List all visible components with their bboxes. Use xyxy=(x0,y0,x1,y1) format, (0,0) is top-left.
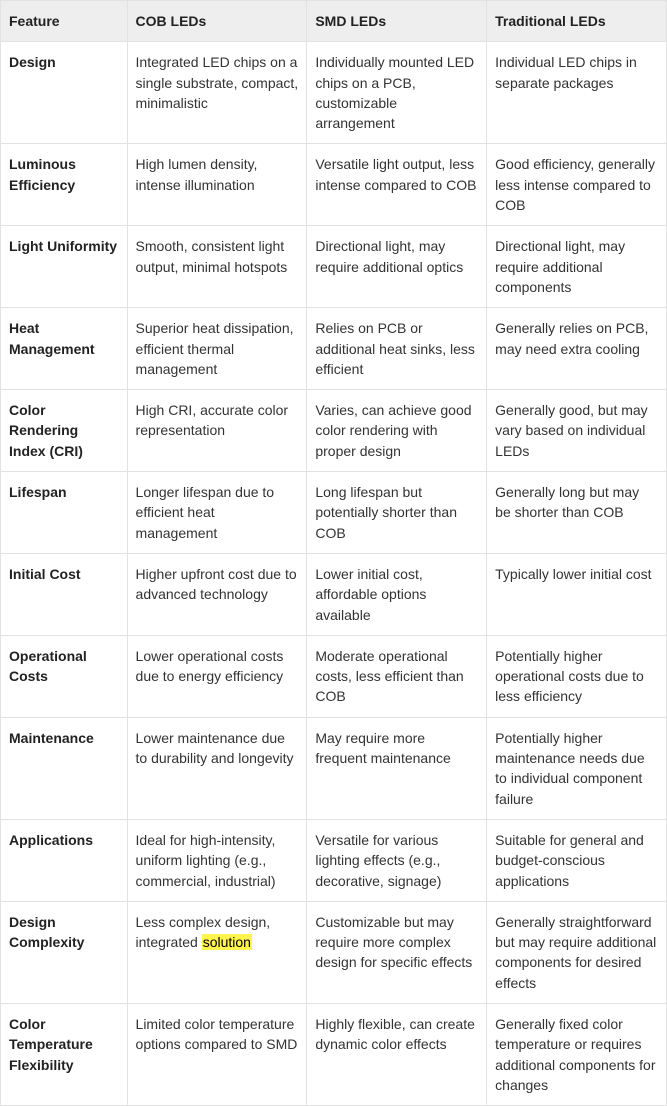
cell-smd: Versatile for various lighting effects (… xyxy=(307,819,487,901)
highlight: solution xyxy=(202,934,252,950)
led-comparison-table: Feature COB LEDs SMD LEDs Traditional LE… xyxy=(0,0,667,1106)
col-header-smd: SMD LEDs xyxy=(307,1,487,42)
cell-feature: Lifespan xyxy=(1,472,128,554)
cell-trad: Generally good, but may vary based on in… xyxy=(487,390,667,472)
table-row: Operational CostsLower operational costs… xyxy=(1,635,667,717)
cell-smd: Directional light, may require additiona… xyxy=(307,226,487,308)
table-row: DesignIntegrated LED chips on a single s… xyxy=(1,42,667,144)
cell-feature: Initial Cost xyxy=(1,553,128,635)
cell-cob: Smooth, consistent light output, minimal… xyxy=(127,226,307,308)
table-row: MaintenanceLower maintenance due to dura… xyxy=(1,717,667,819)
cell-smd: Customizable but may require more comple… xyxy=(307,901,487,1003)
cell-trad: Potentially higher operational costs due… xyxy=(487,635,667,717)
col-header-cob: COB LEDs xyxy=(127,1,307,42)
table-body: DesignIntegrated LED chips on a single s… xyxy=(1,42,667,1106)
cell-cob: Superior heat dissipation, efficient the… xyxy=(127,308,307,390)
cell-cob: Higher upfront cost due to advanced tech… xyxy=(127,553,307,635)
cell-cob: Ideal for high-intensity, uniform lighti… xyxy=(127,819,307,901)
cell-smd: Versatile light output, less intense com… xyxy=(307,144,487,226)
table-row: LifespanLonger lifespan due to efficient… xyxy=(1,472,667,554)
cell-feature: Luminous Efficiency xyxy=(1,144,128,226)
table-row: Heat ManagementSuperior heat dissipation… xyxy=(1,308,667,390)
cell-feature: Maintenance xyxy=(1,717,128,819)
cell-cob: Less complex design, integrated solution xyxy=(127,901,307,1003)
cell-smd: Moderate operational costs, less efficie… xyxy=(307,635,487,717)
cell-smd: Individually mounted LED chips on a PCB,… xyxy=(307,42,487,144)
table-row: ApplicationsIdeal for high-intensity, un… xyxy=(1,819,667,901)
cell-trad: Generally fixed color temperature or req… xyxy=(487,1003,667,1105)
table-row: Color Temperature FlexibilityLimited col… xyxy=(1,1003,667,1105)
cell-feature: Color Rendering Index (CRI) xyxy=(1,390,128,472)
cell-trad: Potentially higher maintenance needs due… xyxy=(487,717,667,819)
cell-trad: Typically lower initial cost xyxy=(487,553,667,635)
cell-trad: Generally relies on PCB, may need extra … xyxy=(487,308,667,390)
cell-feature: Color Temperature Flexibility xyxy=(1,1003,128,1105)
cell-feature: Design xyxy=(1,42,128,144)
col-header-trad: Traditional LEDs xyxy=(487,1,667,42)
table-row: Initial CostHigher upfront cost due to a… xyxy=(1,553,667,635)
cell-smd: Lower initial cost, affordable options a… xyxy=(307,553,487,635)
cell-trad: Good efficiency, generally less intense … xyxy=(487,144,667,226)
table-row: Luminous EfficiencyHigh lumen density, i… xyxy=(1,144,667,226)
cell-cob: Lower operational costs due to energy ef… xyxy=(127,635,307,717)
cell-feature: Applications xyxy=(1,819,128,901)
col-header-feature: Feature xyxy=(1,1,128,42)
cell-cob: High lumen density, intense illumination xyxy=(127,144,307,226)
cell-cob: Integrated LED chips on a single substra… xyxy=(127,42,307,144)
cell-trad: Suitable for general and budget-consciou… xyxy=(487,819,667,901)
table-row: Color Rendering Index (CRI)High CRI, acc… xyxy=(1,390,667,472)
cell-feature: Operational Costs xyxy=(1,635,128,717)
cell-feature: Light Uniformity xyxy=(1,226,128,308)
table-header: Feature COB LEDs SMD LEDs Traditional LE… xyxy=(1,1,667,42)
cell-smd: Relies on PCB or additional heat sinks, … xyxy=(307,308,487,390)
cell-cob: Lower maintenance due to durability and … xyxy=(127,717,307,819)
cell-smd: May require more frequent maintenance xyxy=(307,717,487,819)
table-row: Design ComplexityLess complex design, in… xyxy=(1,901,667,1003)
cell-trad: Directional light, may require additiona… xyxy=(487,226,667,308)
cell-feature: Design Complexity xyxy=(1,901,128,1003)
cell-trad: Individual LED chips in separate package… xyxy=(487,42,667,144)
cell-trad: Generally long but may be shorter than C… xyxy=(487,472,667,554)
table-row: Light UniformitySmooth, consistent light… xyxy=(1,226,667,308)
cell-cob: High CRI, accurate color representation xyxy=(127,390,307,472)
cell-smd: Varies, can achieve good color rendering… xyxy=(307,390,487,472)
cell-feature: Heat Management xyxy=(1,308,128,390)
cell-cob: Longer lifespan due to efficient heat ma… xyxy=(127,472,307,554)
cell-trad: Generally straightforward but may requir… xyxy=(487,901,667,1003)
cell-smd: Highly flexible, can create dynamic colo… xyxy=(307,1003,487,1105)
cell-cob: Limited color temperature options compar… xyxy=(127,1003,307,1105)
cell-smd: Long lifespan but potentially shorter th… xyxy=(307,472,487,554)
